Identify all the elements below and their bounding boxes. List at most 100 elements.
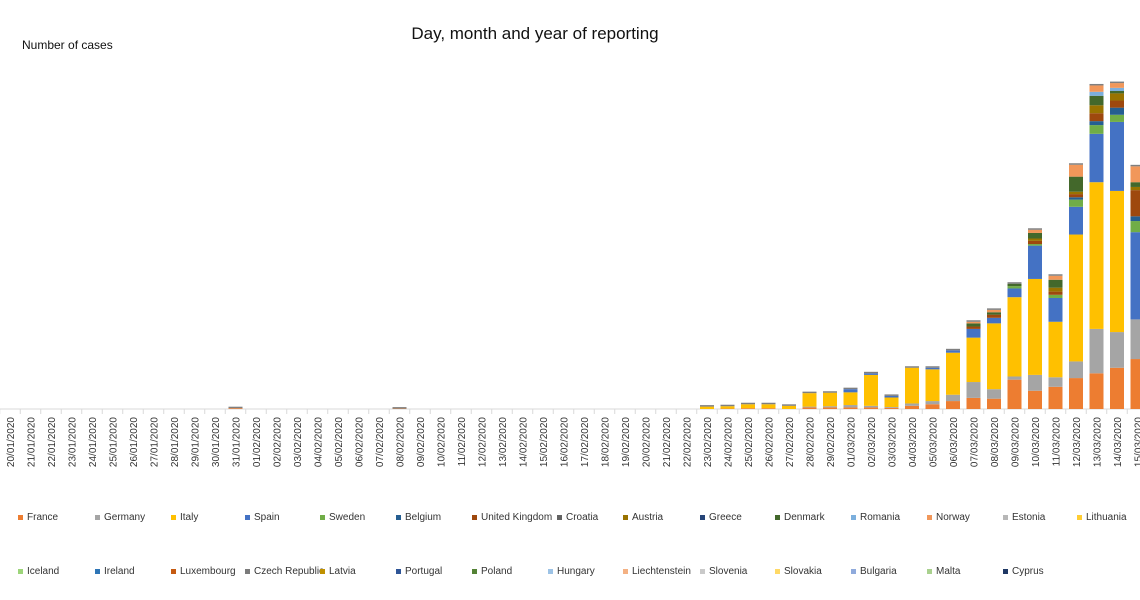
- bar-segment-germany: [864, 405, 878, 408]
- x-tick-label: 29/01/2020: [191, 417, 202, 467]
- bar-segment-sweden: [1007, 286, 1022, 289]
- bar-segment-italy: [884, 397, 899, 408]
- bar-segment-france: [966, 397, 981, 409]
- bar-top-cap: [782, 404, 796, 406]
- bar-segment-austria: [1048, 287, 1063, 292]
- x-tick-label: 04/03/2020: [908, 417, 919, 467]
- bar-top-cap: [720, 404, 735, 407]
- x-tick-label: 28/02/2020: [806, 417, 817, 467]
- x-tick-label: 27/02/2020: [785, 417, 796, 467]
- bar-segment-italy: [700, 406, 714, 409]
- bar-segment-austria: [1110, 93, 1124, 101]
- x-tick-label: 18/02/2020: [601, 417, 612, 467]
- x-tick-label: 26/01/2020: [129, 417, 140, 467]
- x-tick-label: 02/02/2020: [273, 417, 284, 467]
- x-tick-label: 20/01/2020: [6, 417, 17, 467]
- x-tick-label: 07/03/2020: [970, 417, 981, 467]
- bar-segment-germany: [905, 403, 919, 406]
- x-tick-label: 23/02/2020: [703, 417, 714, 467]
- x-tick-label: 10/03/2020: [1031, 417, 1042, 467]
- bar-segment-norway: [1089, 85, 1104, 92]
- x-tick-label: 15/03/2020: [1134, 417, 1140, 467]
- bar-segment-france: [1048, 386, 1063, 409]
- x-tick-label: 24/02/2020: [724, 417, 735, 467]
- y-axis-label: Number of cases: [22, 38, 113, 52]
- bar-segment-france: [925, 404, 940, 409]
- bar-top-cap: [843, 387, 858, 390]
- bar-segment-france: [905, 405, 919, 409]
- bar-segment-sweden: [1048, 294, 1063, 298]
- x-tick-label: 22/02/2020: [683, 417, 694, 467]
- bar-segment-spain: [1028, 245, 1042, 279]
- bar-segment-italy: [966, 337, 981, 383]
- x-tick-label: 14/03/2020: [1113, 417, 1124, 467]
- x-tick-label: 23/01/2020: [68, 417, 79, 467]
- x-tick-label: 21/01/2020: [27, 417, 38, 467]
- bar-segment-france: [228, 408, 243, 409]
- bar-segment-germany: [1028, 374, 1042, 391]
- bar-segment-italy: [1048, 321, 1063, 378]
- bar-segment-spain: [925, 367, 940, 370]
- bar-segment-spain: [843, 389, 858, 393]
- bar-segment-italy: [946, 352, 960, 395]
- bar-segment-italy: [864, 374, 878, 406]
- x-tick-label: 14/02/2020: [519, 417, 530, 467]
- bar-segment-france: [1089, 373, 1104, 409]
- bar-top-cap: [884, 394, 899, 396]
- bar-segment-germany: [1069, 361, 1083, 379]
- bar-segment-denmark: [1110, 91, 1124, 94]
- x-tick-label: 31/01/2020: [232, 417, 243, 467]
- bar-segment-norway: [1028, 229, 1042, 233]
- bar-top-cap: [1110, 81, 1124, 84]
- x-tick-label: 12/03/2020: [1072, 417, 1083, 467]
- x-tick-label: 05/03/2020: [929, 417, 940, 467]
- bar-top-cap: [1130, 164, 1140, 167]
- bar-segment-united-kingdom: [1089, 113, 1104, 122]
- x-tick-label: 11/03/2020: [1052, 417, 1063, 467]
- bar-segment-italy: [1069, 234, 1083, 362]
- x-tick-label: 03/03/2020: [888, 417, 899, 467]
- bar-segment-denmark: [1130, 182, 1140, 187]
- bar-segment-germany: [802, 406, 817, 408]
- bar-segment-spain: [1110, 121, 1124, 191]
- x-tick-label: 25/01/2020: [109, 417, 120, 467]
- bar-segment-spain: [1089, 133, 1104, 183]
- bar-segment-germany: [843, 405, 858, 408]
- bar-segment-united-kingdom: [966, 326, 981, 329]
- bar-segment-france: [1007, 379, 1022, 409]
- bar-segment-spain: [884, 395, 899, 398]
- x-tick-label: 27/01/2020: [150, 417, 161, 467]
- bar-segment-sweden: [1130, 221, 1140, 233]
- x-tick-label: 10/02/2020: [437, 417, 448, 467]
- bar-top-cap: [905, 366, 919, 368]
- x-tick-label: 13/03/2020: [1093, 417, 1104, 467]
- bar-segment-united-kingdom: [1110, 100, 1124, 108]
- bar-top-cap: [1069, 163, 1083, 165]
- bar-segment-france: [802, 407, 817, 409]
- x-tick-label: 22/01/2020: [47, 417, 58, 467]
- bar-segment-italy: [802, 393, 817, 407]
- bar-segment-germany: [946, 394, 960, 402]
- bar-top-cap: [987, 308, 1001, 310]
- bar-segment-romania: [1110, 87, 1124, 92]
- bar-segment-italy: [843, 392, 858, 406]
- x-tick-label: 08/02/2020: [396, 417, 407, 467]
- bar-segment-norway: [1069, 164, 1083, 177]
- bar-segment-spain: [987, 317, 1001, 324]
- bar-segment-france: [843, 407, 858, 409]
- bar-segment-italy: [905, 367, 919, 404]
- bar-segment-united-kingdom: [987, 314, 1001, 318]
- x-tick-label: 05/02/2020: [334, 417, 345, 467]
- bar-segment-germany: [1089, 328, 1104, 374]
- x-tick-label: 19/02/2020: [621, 417, 632, 467]
- x-tick-label: 06/02/2020: [355, 417, 366, 467]
- bar-segment-belgium: [1089, 121, 1104, 126]
- bar-segment-norway: [1110, 83, 1124, 88]
- bar-top-cap: [946, 348, 960, 351]
- bar-top-cap: [1048, 274, 1063, 276]
- bar-segment-norway: [1130, 166, 1140, 183]
- x-tick-label: 15/02/2020: [539, 417, 550, 467]
- bar-segment-norway: [966, 321, 981, 324]
- x-tick-label: 30/01/2020: [211, 417, 222, 467]
